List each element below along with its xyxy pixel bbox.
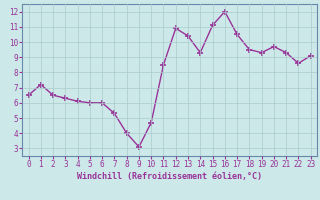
X-axis label: Windchill (Refroidissement éolien,°C): Windchill (Refroidissement éolien,°C) [77, 172, 262, 181]
